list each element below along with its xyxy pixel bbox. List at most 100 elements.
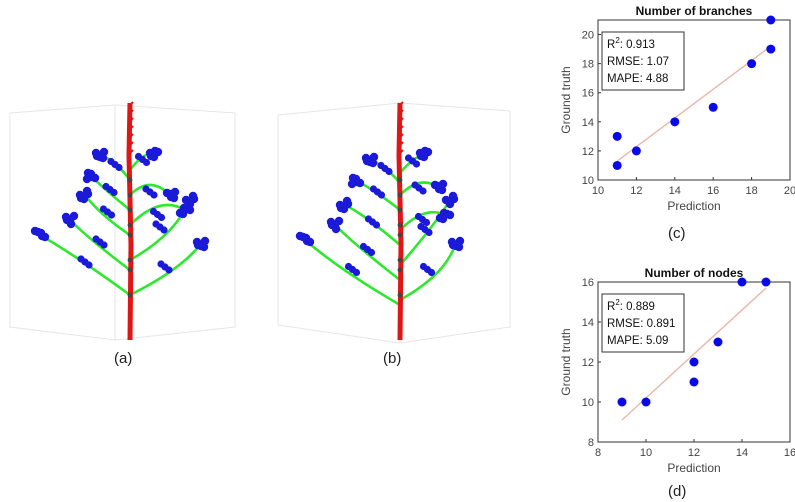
x-tick-label: 20	[784, 185, 795, 197]
leaf-blob	[377, 191, 386, 199]
x-tick-label: 12	[688, 447, 700, 459]
stem-spike	[399, 133, 404, 138]
leaf-blob	[185, 205, 195, 215]
data-point	[612, 160, 622, 170]
stats-box	[601, 31, 685, 91]
y-tick-label: 8	[588, 437, 594, 449]
stem-node	[397, 232, 403, 238]
stem-spike	[399, 141, 404, 146]
data-point	[766, 44, 776, 54]
leaf-blob	[157, 213, 166, 222]
rmse-text: RMSE: 0.891	[607, 318, 675, 330]
stem-spike	[129, 117, 134, 122]
caption-a: (a)	[114, 350, 133, 367]
data-point	[689, 357, 699, 367]
leaf-blob	[361, 153, 371, 163]
y-tick-label: 18	[582, 59, 594, 71]
y-tick-label: 20	[582, 30, 594, 42]
leaf-blob	[425, 228, 433, 237]
data-point	[612, 131, 622, 141]
caption-c: (c)	[668, 225, 686, 242]
stem-node	[127, 257, 133, 263]
leaf-blob	[160, 226, 168, 234]
x-tick-label: 14	[669, 185, 681, 197]
data-point	[766, 15, 776, 25]
stem-node	[397, 177, 403, 183]
stem-node	[127, 267, 133, 273]
y-tick-label: 12	[582, 146, 594, 158]
y-tick-label: 14	[582, 317, 594, 329]
r2-text: R2: 0.889	[607, 298, 655, 313]
x-tick-label: 14	[736, 447, 748, 459]
chart-title: Number of nodes	[645, 266, 744, 280]
y-axis-label: Ground truth	[559, 328, 573, 395]
data-point	[689, 377, 699, 387]
stem-node	[397, 192, 403, 198]
leaf-blob	[447, 237, 457, 247]
leaf-blob	[192, 237, 202, 247]
leaf-blob	[415, 148, 425, 158]
data-point	[641, 397, 651, 407]
data-point	[761, 277, 771, 287]
plant-b-drawing	[295, 101, 465, 341]
leaf-blob	[165, 189, 175, 199]
chart-nodes: Number of nodes 8 10 12 14 16 8 10 12 14 16 Predict…	[545, 258, 795, 483]
stem-node	[127, 192, 133, 198]
y-tick-label: 16	[582, 277, 594, 289]
branches-scatter-svg: Number of branches 10 12 14 16 18 20 10 12 14 16 18…	[559, 4, 795, 213]
x-tick-label: 10	[640, 447, 652, 459]
leaf-blob	[445, 210, 455, 220]
plant-skeleton-a	[9, 101, 236, 341]
branch	[399, 244, 457, 302]
leaf-blob	[36, 228, 46, 238]
main-stem	[126, 102, 134, 341]
stem-node	[397, 292, 403, 298]
x-tick-label: 16	[707, 185, 719, 197]
stem-node	[127, 177, 133, 183]
stem-spike	[399, 109, 404, 114]
stem-node	[127, 292, 133, 298]
leaf-blob	[342, 196, 352, 206]
x-axis-label: Prediction	[667, 461, 720, 475]
y-tick-label: 10	[582, 397, 594, 409]
data-point	[708, 102, 718, 112]
leaf-blob	[142, 158, 151, 167]
leaf-blob	[107, 211, 116, 219]
y-axis-label: Ground truth	[559, 66, 573, 133]
stem-node	[397, 222, 403, 228]
y-tick-label: 10	[582, 175, 594, 187]
stem-node	[397, 267, 403, 273]
r2-text: R2: 0.913	[607, 36, 655, 51]
leaf-blob	[412, 160, 421, 168]
leaf-blob	[82, 174, 92, 184]
mape-text: MAPE: 5.09	[607, 335, 668, 347]
leaf-blob	[178, 209, 188, 219]
leaf-blob	[326, 217, 336, 227]
leaf-blob	[110, 188, 118, 197]
chart-branches: Number of branches 10 12 14 16 18 20 10 12 14 16 18…	[545, 0, 795, 240]
stem-spike	[129, 109, 134, 114]
leaf-blob	[368, 158, 378, 168]
stem-node	[397, 257, 403, 263]
y-tick-label: 16	[582, 88, 594, 100]
leaf-blob	[438, 214, 448, 224]
leaf-blob	[91, 148, 101, 158]
leaf-blob	[372, 221, 381, 229]
leaf-blob	[352, 268, 361, 277]
chart-title: Number of branches	[636, 4, 753, 18]
leaf-blob	[61, 212, 71, 222]
fit-line	[616, 45, 772, 162]
data-point	[670, 117, 680, 127]
caption-b: (b)	[383, 350, 402, 367]
leaf-blob	[301, 233, 311, 243]
x-axis-label: Prediction	[667, 199, 720, 213]
leaf-blob	[145, 148, 155, 158]
leaf-blob	[385, 167, 393, 176]
rmse-text: RMSE: 1.07	[607, 56, 669, 68]
leaf-blob	[75, 190, 85, 200]
leaf-blob	[427, 268, 436, 277]
branch	[304, 239, 401, 307]
data-point	[747, 59, 757, 69]
plant-panel-a	[0, 95, 245, 345]
plant-a-drawing	[30, 101, 210, 341]
